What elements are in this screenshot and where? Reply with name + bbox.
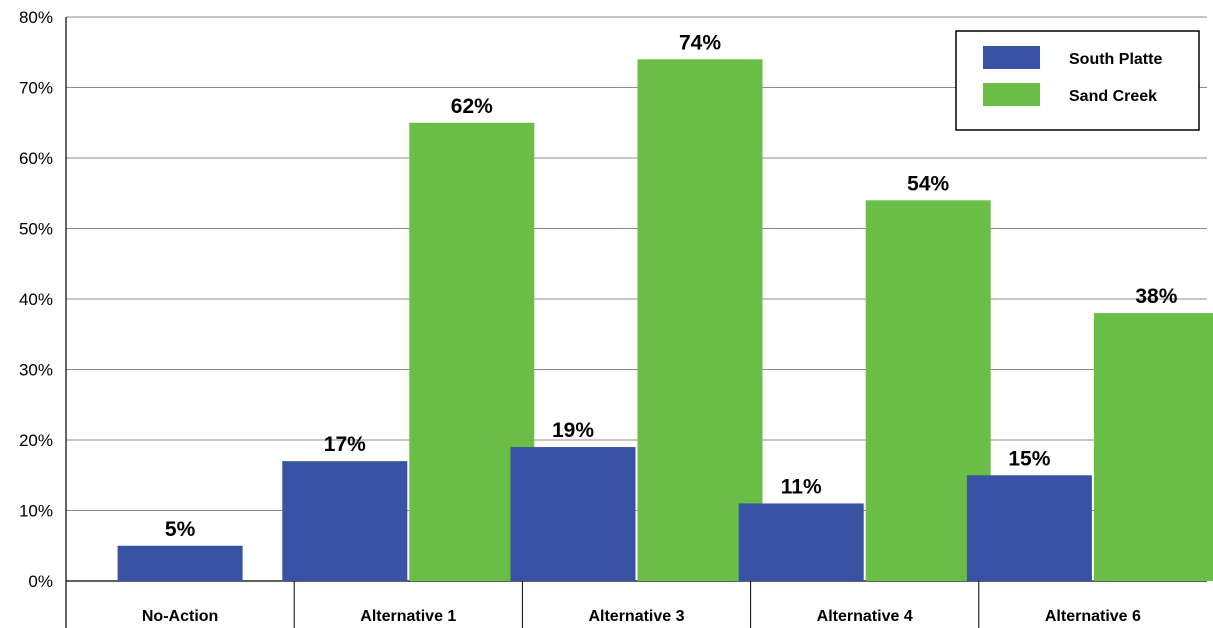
y-tick-label: 70% — [19, 79, 53, 98]
bar-sand-creek — [1093, 313, 1213, 581]
legend-label: Sand Creek — [1069, 88, 1157, 105]
data-label: 17% — [324, 433, 366, 456]
y-tick-label: 50% — [19, 220, 53, 239]
y-tick-label: 10% — [19, 502, 53, 521]
legend-swatch — [983, 83, 1040, 106]
y-tick-label: 80% — [19, 8, 53, 27]
data-label: 38% — [1135, 285, 1177, 308]
data-label: 74% — [679, 31, 721, 54]
y-tick-label: 40% — [19, 290, 53, 309]
y-tick-label: 30% — [19, 361, 53, 380]
data-label: 19% — [552, 419, 594, 442]
x-category-label: Alternative 1 — [360, 608, 456, 625]
bar-south-platte — [282, 461, 408, 581]
x-category-label: No-Action — [142, 608, 218, 625]
bars — [117, 59, 1213, 582]
x-category-label: Alternative 6 — [1045, 608, 1141, 625]
bar-sand-creek — [637, 59, 763, 582]
axes: 0% 10% 20% 30% 40% 50% 60% 70% 80% No-Action Alter… — [19, 8, 1207, 628]
bar-south-platte — [510, 447, 636, 581]
legend-swatch — [983, 46, 1040, 69]
y-tick-label: 60% — [19, 149, 53, 168]
x-category-label: Alternative 4 — [817, 608, 913, 625]
legend: South Platte Sand Creek — [955, 30, 1200, 131]
gridlines — [66, 16, 1207, 511]
y-tick-label: 20% — [19, 431, 53, 450]
legend-box — [955, 30, 1200, 131]
bar-south-platte — [966, 475, 1092, 581]
data-label: 5% — [165, 518, 196, 541]
data-label: 15% — [1008, 447, 1050, 470]
data-label: 11% — [781, 475, 822, 498]
data-labels: 5% 17% 62% 19% 74% 11% 54% 15% 38% — [165, 31, 1178, 540]
y-tick-label: 0% — [28, 572, 53, 591]
legend-label: South Platte — [1069, 51, 1162, 68]
data-label: 62% — [451, 95, 493, 118]
data-label: 54% — [907, 172, 949, 195]
bar-south-platte — [738, 503, 864, 581]
bar-south-platte — [117, 545, 243, 581]
x-category-label: Alternative 3 — [588, 608, 684, 625]
